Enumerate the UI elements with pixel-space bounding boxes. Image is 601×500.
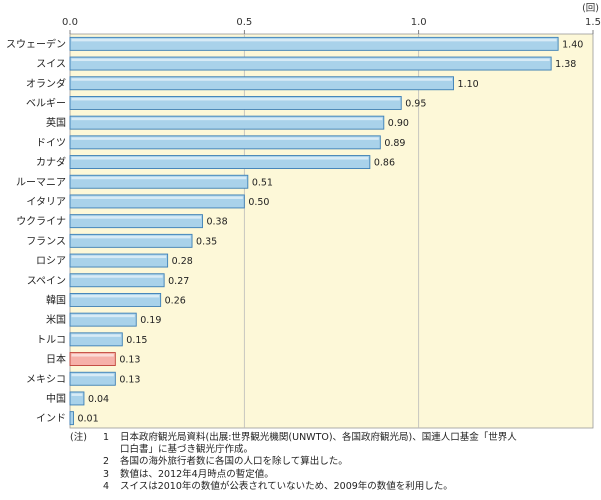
category-label: メキシコ <box>26 374 66 385</box>
category-label: カナダ <box>36 156 66 169</box>
value-label: 1.38 <box>555 59 576 70</box>
value-label: 0.13 <box>119 374 140 385</box>
value-label: 0.13 <box>119 355 140 366</box>
bar-highlight-shine <box>71 58 550 62</box>
category-label: インド <box>36 414 66 425</box>
category-label: トルコ <box>36 335 66 346</box>
category-label: スウェーデン <box>6 37 66 50</box>
bar-highlight-shine <box>71 275 163 278</box>
plot-background <box>69 33 594 429</box>
bar-highlight-shine <box>71 294 160 298</box>
bar-chart: 0.0 0.5 1.0 1.5 (回) スウェーデンスイスオランダベルギー英国ドイツカ… <box>6 3 601 429</box>
value-label: 0.28 <box>172 256 193 267</box>
note-text: 各国の海外旅行者数に各国の人口を除して算出した。 <box>120 456 348 468</box>
category-label: スイス <box>36 59 66 70</box>
bar-highlight-shine <box>71 38 557 42</box>
value-label: 0.86 <box>374 158 395 169</box>
category-label: ベルギー <box>26 97 66 109</box>
category-label: ウクライナ <box>16 216 66 228</box>
x-axis-ticks: 0.0 0.5 1.0 1.5 <box>62 17 601 34</box>
note-number: 1 <box>103 432 110 443</box>
category-label: イタリア <box>26 196 66 208</box>
category-label: スペイン <box>27 276 66 287</box>
bar-highlight-shine <box>71 137 379 140</box>
bar-highlight-shine <box>71 196 243 199</box>
value-label: 0.15 <box>126 335 147 346</box>
value-label: 0.04 <box>88 394 109 405</box>
bar-highlight-shine <box>71 117 383 121</box>
bar-highlight-shine <box>71 373 114 377</box>
bar-highlight-shine <box>71 393 83 396</box>
x-tick-label: 1.0 <box>411 17 427 28</box>
value-label: 0.89 <box>384 138 405 149</box>
value-label: 1.40 <box>562 39 583 50</box>
note-text: スイスは2010年の数値が公表されていないため、2009年の数値を利用した。 <box>120 480 453 492</box>
value-label: 1.10 <box>458 79 479 90</box>
bar-highlight-shine <box>71 97 400 101</box>
note-text: 数値は、2012年4月時点の暫定値。 <box>120 468 274 480</box>
chart-area: 0.0 0.5 1.0 1.5 (回) スウェーデンスイスオランダベルギー英国ドイツカ… <box>6 3 601 429</box>
bar-highlight-shine <box>71 235 191 239</box>
value-labels: 1.40 1.38 1.10 0.95 0.90 0.89 0.86 0.51 0.50 0.38… <box>77 39 583 424</box>
category-label: 米国 <box>46 313 66 326</box>
note-number: 3 <box>103 468 110 480</box>
category-label: ロシア <box>36 256 66 267</box>
bar-highlight-shine <box>71 255 167 259</box>
category-label: フランス <box>26 235 66 247</box>
bar-highlight-shine <box>71 334 121 337</box>
value-label: 0.38 <box>206 217 227 228</box>
note-1: (注) 1 日本政府観光局資料(出展:世界観光機関(UNWTO)、各国政府観光局… <box>0 432 601 444</box>
notes: (注) 1 日本政府観光局資料(出展:世界観光機関(UNWTO)、各国政府観光局… <box>0 432 601 493</box>
note-2: 2 各国の海外旅行者数に各国の人口を除して算出した。 <box>0 456 601 468</box>
bar-highlight-shine <box>71 314 135 318</box>
note-number: 4 <box>103 480 110 492</box>
value-label: 0.51 <box>252 177 273 188</box>
bar <box>69 411 74 426</box>
category-label: 中国 <box>46 392 66 405</box>
value-label: 0.95 <box>405 98 426 109</box>
value-label: 0.27 <box>168 276 189 287</box>
bar-highlight-shine <box>71 157 369 160</box>
note-1-continued: 口白書」に基づき観光庁作成。 <box>120 444 254 456</box>
bar-highlight-shine <box>71 216 201 219</box>
notes-prefix: (注) <box>70 432 87 443</box>
category-label: 韓国 <box>46 294 66 306</box>
bar-highlight-shine <box>71 176 247 180</box>
note-number: 2 <box>103 456 110 468</box>
unit-label: (回) <box>582 3 599 14</box>
category-label: 英国 <box>46 116 66 129</box>
bar-highlight-shine <box>71 354 114 357</box>
value-label: 0.19 <box>140 315 161 326</box>
bars <box>69 36 559 426</box>
note-4: 4 スイスは2010年の数値が公表されていないため、2009年の数値を利用した。 <box>0 481 601 493</box>
note-text: 日本政府観光局資料(出展:世界観光機関(UNWTO)、各国政府観光局)、国連人口… <box>120 432 517 443</box>
category-label: 日本 <box>46 353 66 366</box>
value-label: 0.50 <box>248 197 269 208</box>
x-tick-label: 1.5 <box>585 17 601 28</box>
x-tick-label: 0.5 <box>236 17 252 28</box>
category-label: ルーマニア <box>16 177 66 188</box>
value-label: 0.90 <box>388 118 409 129</box>
note-3: 3 数値は、2012年4月時点の暫定値。 <box>0 469 601 481</box>
value-label: 0.35 <box>196 236 217 247</box>
value-label: 0.01 <box>77 414 98 425</box>
x-tick-label: 0.0 <box>62 17 78 28</box>
bar-highlight-shine <box>71 78 453 81</box>
value-label: 0.26 <box>165 295 186 306</box>
category-label: ドイツ <box>36 138 66 149</box>
category-label: オランダ <box>26 77 66 90</box>
category-labels: スウェーデンスイスオランダベルギー英国ドイツカナダルーマニアイタリアウクライナフ… <box>6 37 66 424</box>
